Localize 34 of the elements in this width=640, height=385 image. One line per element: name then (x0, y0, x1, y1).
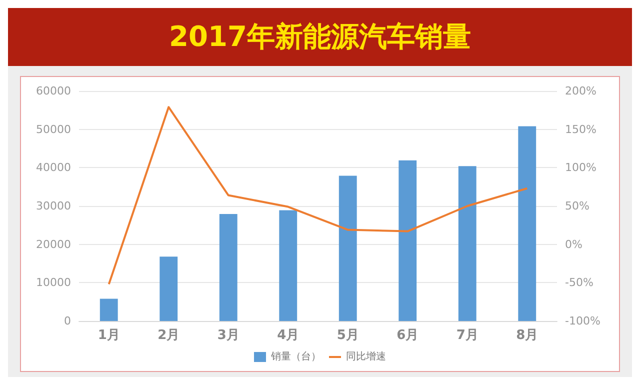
y2-tick-label: -100% (565, 314, 600, 328)
y2-tick-label: 150% (565, 122, 596, 136)
x-tick-label: 8月 (516, 328, 538, 343)
y-tick-label: 10000 (36, 276, 71, 290)
x-tick-label: 6月 (396, 328, 419, 343)
y2-tick-label: 0% (565, 238, 582, 251)
bar (518, 126, 536, 321)
bar (398, 160, 417, 321)
x-tick-label: 3月 (217, 328, 240, 343)
bar (160, 256, 178, 321)
x-tick-label: 5月 (336, 328, 359, 343)
legend-label: 销量（台） (270, 350, 321, 362)
bar (338, 176, 357, 321)
x-tick-label: 4月 (277, 328, 300, 343)
line-series (108, 106, 528, 286)
chart-title: 2017年新能源汽车销量 (169, 19, 471, 55)
y-tick-label: 20000 (36, 238, 71, 251)
y2-tick-label: 200% (565, 84, 596, 98)
x-tick-label: 2月 (158, 328, 180, 343)
legend-label: 同比增速 (346, 350, 386, 362)
y-tick-label: 0 (64, 314, 71, 328)
bar (219, 214, 238, 321)
y2-tick-label: -50% (565, 276, 594, 290)
y2-tick-label: 100% (565, 161, 596, 174)
y-tick-label: 50000 (36, 122, 71, 136)
x-tick-label: 7月 (456, 328, 478, 343)
y2-tick-label: 50% (565, 200, 590, 212)
bar (100, 298, 118, 321)
y-tick-label: 40000 (36, 161, 71, 174)
y-tick-label: 30000 (36, 200, 71, 212)
y-tick-label: 60000 (36, 84, 71, 98)
bar (279, 210, 298, 321)
x-tick-label: 1月 (98, 328, 120, 343)
bar (458, 166, 476, 321)
